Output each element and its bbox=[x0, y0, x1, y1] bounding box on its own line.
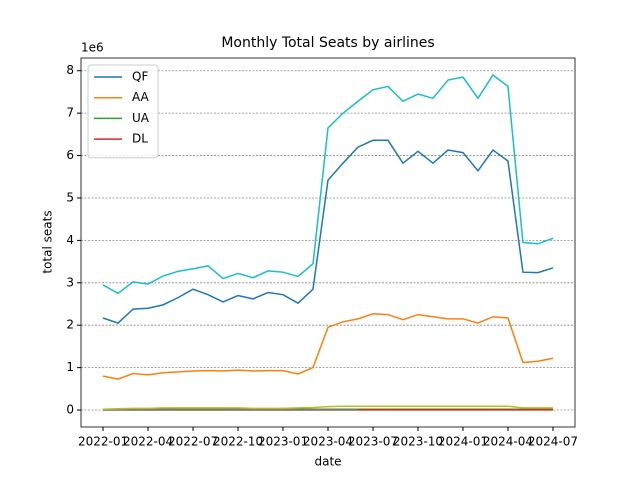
x-tick-label: 2023-01 bbox=[258, 435, 308, 449]
x-tick-label: 2022-04 bbox=[123, 435, 173, 449]
y-offset-label: 1e6 bbox=[81, 41, 104, 55]
legend-box bbox=[87, 64, 159, 159]
x-tick-label: 2023-07 bbox=[348, 435, 398, 449]
legend-label: QF bbox=[132, 70, 148, 84]
chart-title: Monthly Total Seats by airlines bbox=[221, 35, 434, 51]
y-tick-label: 1 bbox=[66, 360, 74, 374]
legend-label: AA bbox=[132, 90, 150, 104]
series-line bbox=[102, 139, 554, 324]
y-tick-label: 2 bbox=[66, 318, 74, 332]
x-axis-label: date bbox=[314, 455, 341, 469]
series-line bbox=[103, 405, 553, 410]
x-tick-label: 2024-01 bbox=[438, 435, 488, 449]
legend: QF AA UA DL bbox=[87, 64, 159, 159]
x-tick-label: 2022-10 bbox=[213, 435, 263, 449]
y-tick-label: 3 bbox=[66, 275, 74, 289]
x-tick-label: 2022-07 bbox=[168, 435, 218, 449]
series-line bbox=[102, 313, 554, 380]
x-tick-label: 2024-04 bbox=[483, 435, 533, 449]
y-tick-label: 8 bbox=[66, 63, 74, 77]
legend-label: UA bbox=[132, 111, 150, 125]
y-tick-label: 6 bbox=[66, 148, 74, 162]
x-tick-label: 2024-07 bbox=[528, 435, 578, 449]
legend-label: DL bbox=[132, 132, 148, 146]
x-tick-label: 2023-10 bbox=[393, 435, 443, 449]
x-tick-label: 2023-04 bbox=[303, 435, 353, 449]
y-tick-label: 4 bbox=[66, 233, 74, 247]
y-tick-label: 7 bbox=[66, 106, 74, 120]
y-tick-label: 5 bbox=[66, 190, 74, 204]
y-axis-label: total seats bbox=[41, 210, 55, 273]
plot-frame bbox=[80, 57, 576, 428]
series-line bbox=[102, 73, 554, 295]
y-tick-label: 0 bbox=[66, 403, 74, 417]
x-tick-label: 2022-01 bbox=[78, 435, 128, 449]
